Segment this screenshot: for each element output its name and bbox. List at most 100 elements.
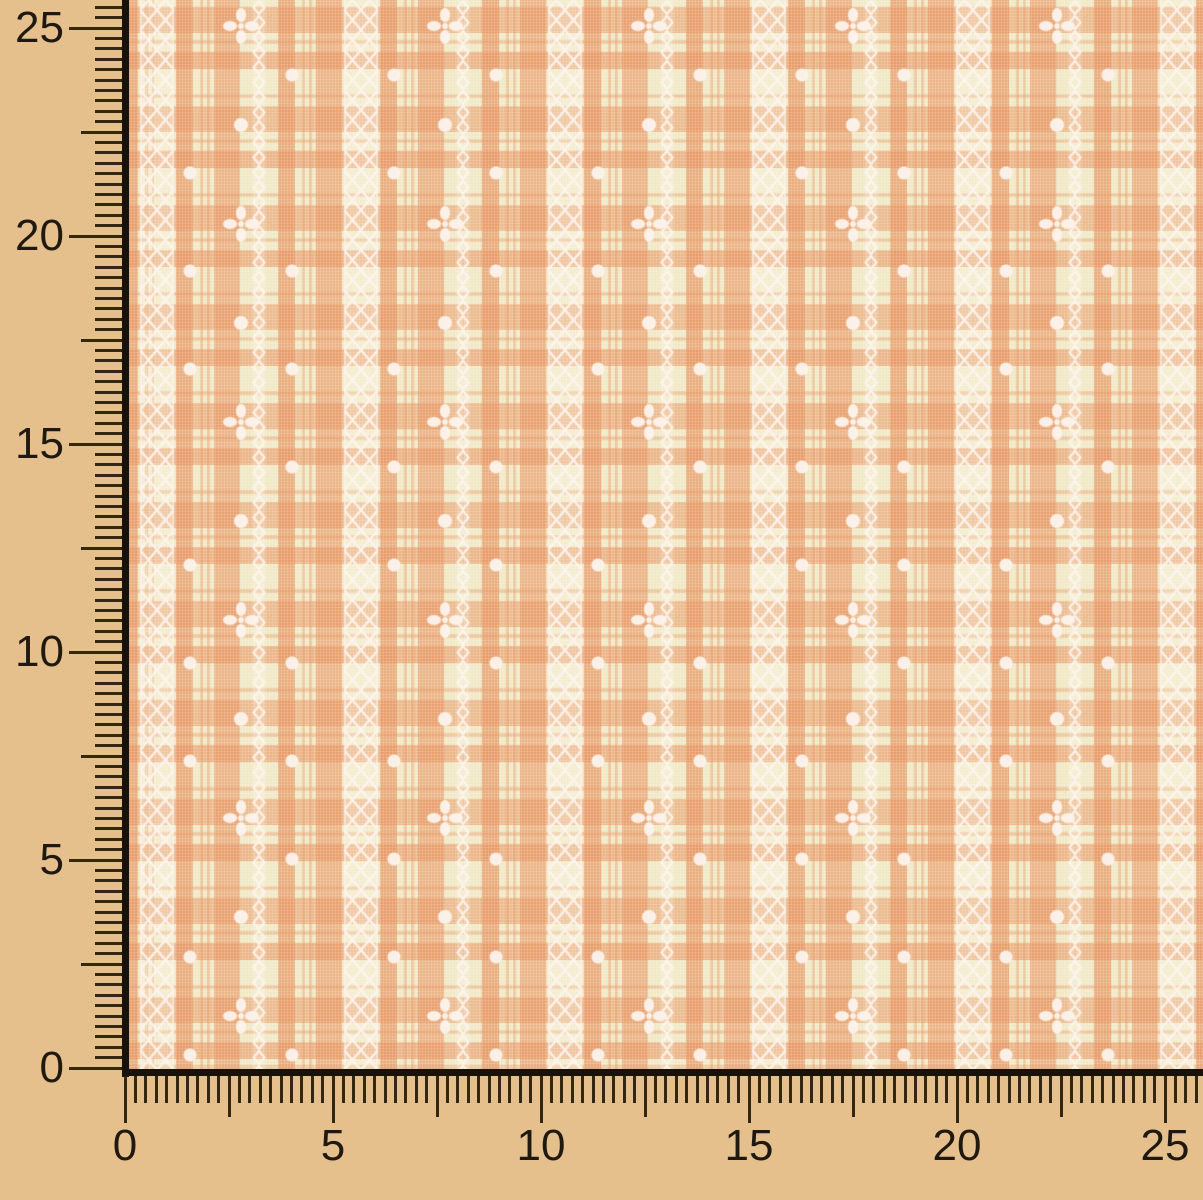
ruler-tick-minor (95, 598, 122, 602)
polka-dot (693, 656, 707, 670)
ruler-tick-minor (95, 140, 122, 144)
flower-motif (223, 800, 259, 836)
ruler-tick-minor (716, 1076, 720, 1103)
polka-dot (285, 656, 299, 670)
polka-dot (285, 68, 299, 82)
ruler-tick-minor (529, 1076, 533, 1103)
ruler-tick-minor (279, 1076, 283, 1103)
polka-dot (387, 166, 401, 180)
ruler-tick-mid (81, 754, 122, 758)
ruler-tick-minor (653, 1076, 657, 1103)
polka-dot (897, 460, 911, 474)
polka-dot (285, 362, 299, 376)
ruler-tick-mid (435, 1076, 439, 1117)
ruler-tick-major (539, 1076, 543, 1123)
ruler-tick-minor (95, 556, 122, 560)
ruler-left-label: 10 (15, 627, 64, 676)
ruler-bottom-label: 15 (724, 1121, 774, 1170)
flower-motif (631, 998, 667, 1034)
ruler-tick-minor (1194, 1076, 1198, 1103)
ruler-tick-minor (185, 1076, 189, 1103)
ruler-tick-minor (903, 1076, 907, 1103)
ruler-tick-minor (95, 99, 122, 103)
polka-dot (489, 950, 503, 964)
ruler-tick-minor (217, 1076, 221, 1103)
ruler-tick-minor (95, 307, 122, 311)
ruler-tick-minor (95, 504, 122, 508)
ruler-tick-minor (1132, 1076, 1136, 1103)
polka-dot (285, 460, 299, 474)
ruler-bottom-label: 20 (932, 1121, 982, 1170)
ruler-tick-major (69, 858, 122, 862)
polka-dot (489, 1048, 503, 1062)
lace-stripe-narrow (456, 0, 470, 1070)
ruler-tick-minor (1069, 1076, 1073, 1103)
ruler-tick-minor (352, 1076, 356, 1103)
polka-dot (438, 910, 452, 924)
polka-dot (489, 852, 503, 866)
flower-motif (427, 206, 463, 242)
ruler-tick-minor (165, 1076, 169, 1103)
polka-dot (1101, 68, 1115, 82)
ruler-tick-minor (95, 16, 122, 20)
polka-dot (693, 362, 707, 376)
ruler-tick-minor (95, 78, 122, 82)
lace-stripe-wide (344, 0, 378, 1070)
ruler-tick-minor (934, 1076, 938, 1103)
polka-dot (183, 1048, 197, 1062)
ruler-tick-minor (95, 629, 122, 633)
ruler-tick-major (69, 234, 122, 238)
ruler-tick-minor (1173, 1076, 1177, 1103)
polka-dot (438, 316, 452, 330)
lace-stripes (140, 0, 1194, 1070)
ruler-tick-major (69, 26, 122, 30)
flower-motif (631, 404, 667, 440)
ruler-tick-minor (95, 224, 122, 228)
ruler-tick-minor (1007, 1076, 1011, 1103)
ruler-tick-minor (95, 827, 122, 831)
polka-dot (234, 118, 248, 132)
polka-dot (897, 68, 911, 82)
polka-dot (387, 460, 401, 474)
ruler-tick-minor (237, 1076, 241, 1103)
ruler-tick-minor (95, 265, 122, 269)
ruler-tick-minor (95, 411, 122, 415)
ruler-tick-minor (95, 712, 122, 716)
ruler-tick-minor (196, 1076, 200, 1103)
polka-dots (183, 68, 1115, 1062)
polka-dot (999, 166, 1013, 180)
polka-dot (1101, 852, 1115, 866)
ruler-tick-minor (95, 910, 122, 914)
polka-dot (591, 754, 605, 768)
ruler-tick-minor (95, 816, 122, 820)
ruler-tick-minor (799, 1076, 803, 1103)
ruler-tick-minor (976, 1076, 980, 1103)
polka-dot (438, 118, 452, 132)
ruler-tick-minor (95, 796, 122, 800)
ruler-tick-minor (95, 5, 122, 9)
ruler-tick-minor (95, 837, 122, 841)
ruler-tick-minor (95, 432, 122, 436)
ruler-tick-minor (95, 848, 122, 852)
polka-dot (183, 166, 197, 180)
polka-dot (438, 712, 452, 726)
polka-dot (999, 656, 1013, 670)
ruler-tick-minor (414, 1076, 418, 1103)
ruler-tick-minor (757, 1076, 761, 1103)
ruler-tick-minor (95, 993, 122, 997)
ruler-tick-minor (581, 1076, 585, 1103)
flower-motif (1039, 998, 1075, 1034)
polka-dot (1101, 656, 1115, 670)
polka-dot (1101, 264, 1115, 278)
ruler-left-label: 5 (39, 835, 64, 884)
polka-dot (897, 1048, 911, 1062)
polka-dot (285, 852, 299, 866)
polka-dot (387, 68, 401, 82)
ruler-tick-minor (95, 692, 122, 696)
ruler-tick-minor (95, 213, 122, 217)
ruler-tick-major (955, 1076, 959, 1123)
ruler-left-label: 0 (39, 1043, 64, 1092)
ruler-tick-minor (518, 1076, 522, 1103)
flower-motif (631, 602, 667, 638)
ruler-tick-minor (95, 161, 122, 165)
